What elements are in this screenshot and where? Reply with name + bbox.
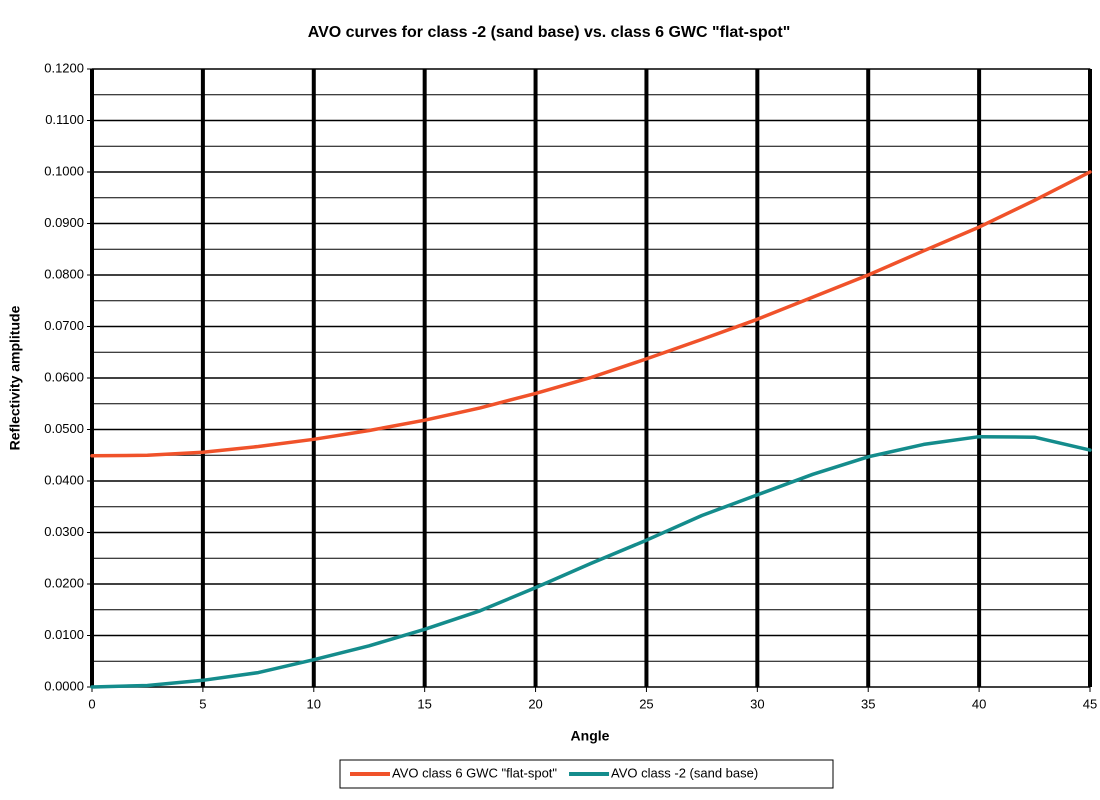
- x-tick-label: 25: [639, 696, 653, 711]
- y-tick-label: 0.0200: [44, 575, 84, 590]
- y-tick-label: 0.0800: [44, 266, 84, 281]
- x-tick-label: 45: [1083, 696, 1097, 711]
- x-tick-label: 5: [199, 696, 206, 711]
- y-tick-label: 0.1100: [45, 112, 84, 127]
- x-tick-label: 10: [307, 696, 321, 711]
- x-tick-label: 20: [528, 696, 542, 711]
- y-tick-label: 0.1200: [44, 60, 84, 75]
- legend-label: AVO class 6 GWC "flat-spot": [392, 765, 557, 780]
- series-line: [90, 170, 1092, 458]
- chart-title: AVO curves for class -2 (sand base) vs. …: [308, 24, 791, 41]
- x-tick-label: 30: [750, 696, 764, 711]
- y-tick-label: 0.0600: [44, 369, 84, 384]
- x-tick-label: 15: [417, 696, 431, 711]
- x-tick-label: 35: [861, 696, 875, 711]
- legend-label: AVO class -2 (sand base): [611, 765, 758, 780]
- x-tick-label: 0: [88, 696, 95, 711]
- series-line: [90, 434, 1092, 689]
- y-tick-label: 0.0300: [44, 524, 84, 539]
- y-tick-label: 0.0700: [44, 318, 84, 333]
- y-tick-label: 0.0900: [44, 215, 84, 230]
- y-tick-label: 0.0000: [44, 678, 84, 693]
- y-axis-label: Reflectivity amplitude: [7, 305, 23, 450]
- y-tick-label: 0.0400: [44, 472, 84, 487]
- y-tick-label: 0.0100: [44, 627, 84, 642]
- x-axis-label: Angle: [571, 728, 610, 744]
- y-tick-label: 0.1000: [44, 163, 84, 178]
- x-tick-label: 40: [972, 696, 986, 711]
- y-tick-label: 0.0500: [44, 421, 84, 436]
